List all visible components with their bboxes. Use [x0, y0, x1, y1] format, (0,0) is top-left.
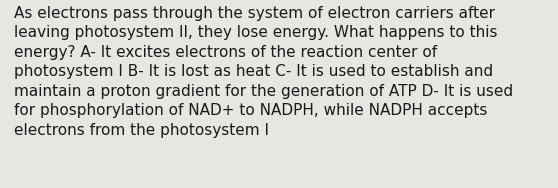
- Text: As electrons pass through the system of electron carriers after
leaving photosys: As electrons pass through the system of …: [14, 6, 513, 138]
